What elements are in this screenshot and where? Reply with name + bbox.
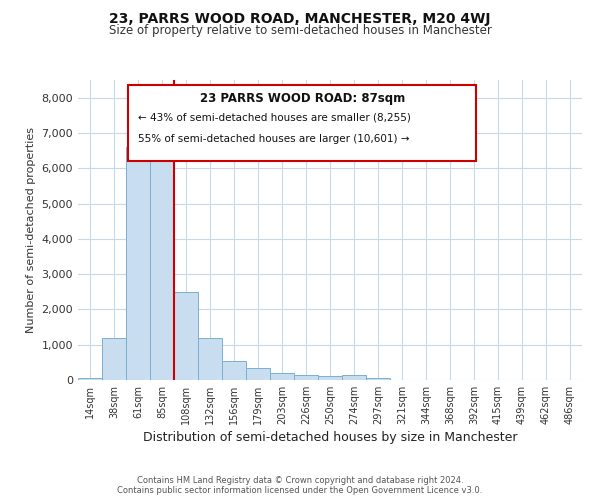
Bar [294,376,318,380]
Y-axis label: Number of semi-detached properties: Number of semi-detached properties [26,127,36,333]
Text: Contains public sector information licensed under the Open Government Licence v3: Contains public sector information licen… [118,486,482,495]
X-axis label: Distribution of semi-detached houses by size in Manchester: Distribution of semi-detached houses by … [143,431,517,444]
Text: 23 PARRS WOOD ROAD: 87sqm: 23 PARRS WOOD ROAD: 87sqm [200,92,405,105]
Bar [198,338,222,380]
Bar [342,376,366,380]
Bar [174,292,198,380]
Bar [150,144,174,380]
Bar [318,376,342,380]
Text: 23, PARRS WOOD ROAD, MANCHESTER, M20 4WJ: 23, PARRS WOOD ROAD, MANCHESTER, M20 4WJ [109,12,491,26]
Text: Contains HM Land Registry data © Crown copyright and database right 2024.: Contains HM Land Registry data © Crown c… [137,476,463,485]
Bar [102,338,126,380]
FancyBboxPatch shape [128,84,476,161]
Bar [222,362,246,380]
Bar [366,378,390,380]
Bar [246,368,270,380]
Text: 55% of semi-detached houses are larger (10,601) →: 55% of semi-detached houses are larger (… [139,134,410,144]
Text: ← 43% of semi-detached houses are smaller (8,255): ← 43% of semi-detached houses are smalle… [139,113,412,123]
Bar [78,378,102,380]
Bar [270,373,294,380]
Text: Size of property relative to semi-detached houses in Manchester: Size of property relative to semi-detach… [109,24,491,37]
Bar [126,147,150,380]
